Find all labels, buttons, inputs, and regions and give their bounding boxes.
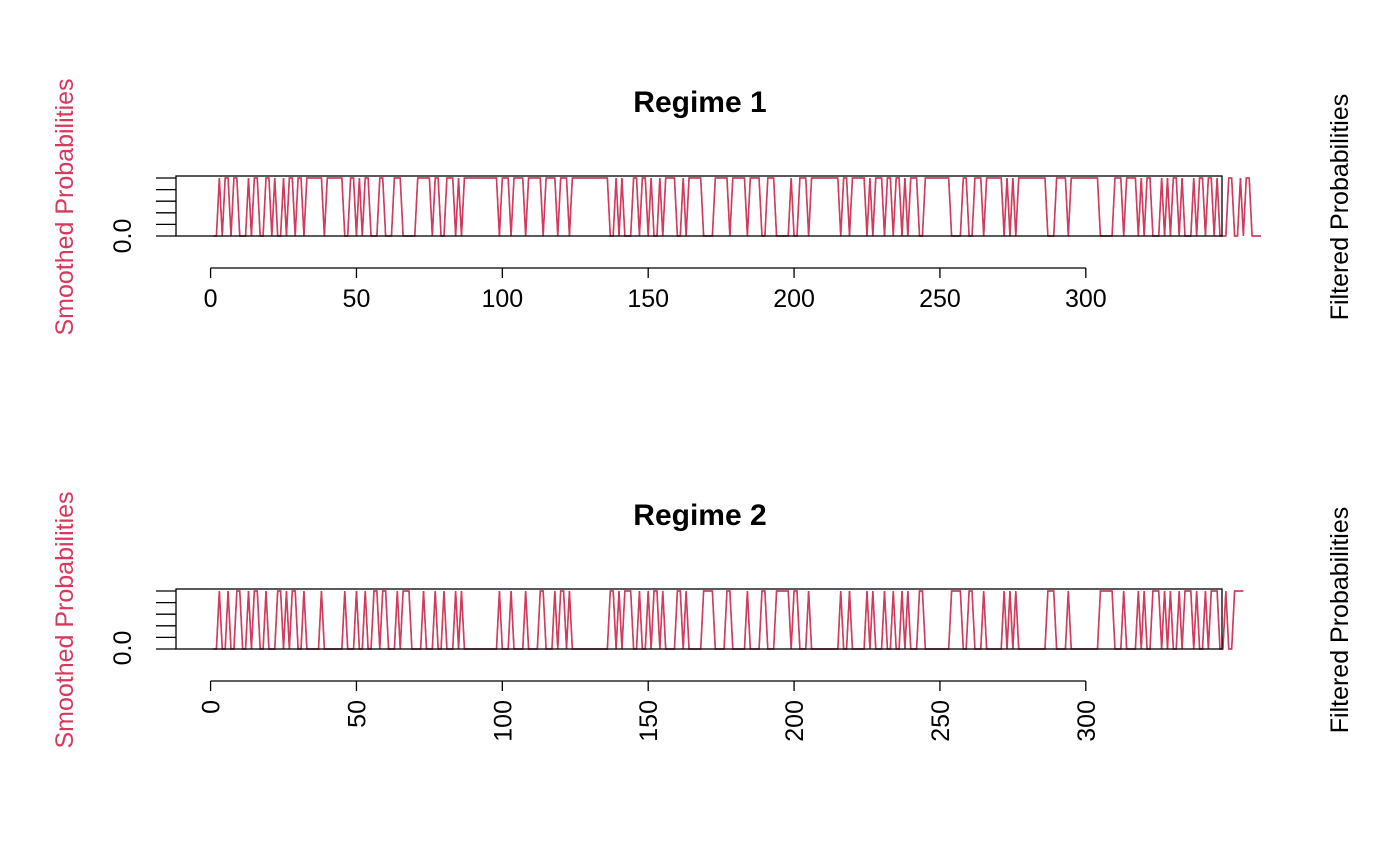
- series-line-smoothed: [213, 590, 1244, 650]
- y-ticks: [156, 177, 176, 237]
- x-tick-label: 0: [204, 285, 218, 313]
- y-axis-label-right: Filtered Probabilities: [1326, 94, 1354, 321]
- panel-regime-2: Regime 2 Smoothed Probabilities Filtered…: [51, 491, 1354, 748]
- x-tick-label: 50: [343, 700, 371, 728]
- panel-regime-1: Regime 1 Smoothed Probabilities Filtered…: [51, 78, 1354, 335]
- x-tick-label: 150: [627, 285, 669, 313]
- panel-title: Regime 1: [633, 86, 766, 119]
- x-tick-label: 300: [1065, 285, 1107, 313]
- x-tick-label: 300: [1073, 700, 1101, 742]
- x-tick-label: 250: [919, 285, 961, 313]
- x-tick-label: 250: [927, 700, 955, 742]
- y-tick-label: 0.0: [109, 219, 137, 254]
- y-axis-label-left: Smoothed Probabilities: [51, 491, 79, 748]
- x-tick-label: 0: [198, 700, 226, 714]
- plot-frame: [175, 175, 1223, 237]
- x-tick-label: 100: [489, 700, 517, 742]
- x-axis: 0 50 100 150 200 250 300: [198, 680, 1101, 742]
- plot-frame: [175, 588, 1223, 650]
- y-axis-label-left: Smoothed Probabilities: [51, 78, 79, 335]
- series-lines: [213, 177, 1261, 237]
- x-tick-label: 50: [343, 285, 371, 313]
- x-tick-label: 200: [773, 285, 815, 313]
- series-line-smoothed: [213, 177, 1261, 237]
- series-lines: [213, 590, 1244, 650]
- x-tick-label: 200: [781, 700, 809, 742]
- y-tick-label: 0.0: [109, 631, 137, 666]
- y-ticks: [156, 590, 176, 650]
- panel-title: Regime 2: [633, 499, 766, 532]
- x-axis: 0 50 100 150 200 250 300: [204, 267, 1107, 313]
- x-tick-label: 100: [481, 285, 523, 313]
- y-axis-label-right: Filtered Probabilities: [1326, 507, 1354, 734]
- x-tick-label: 150: [635, 700, 663, 742]
